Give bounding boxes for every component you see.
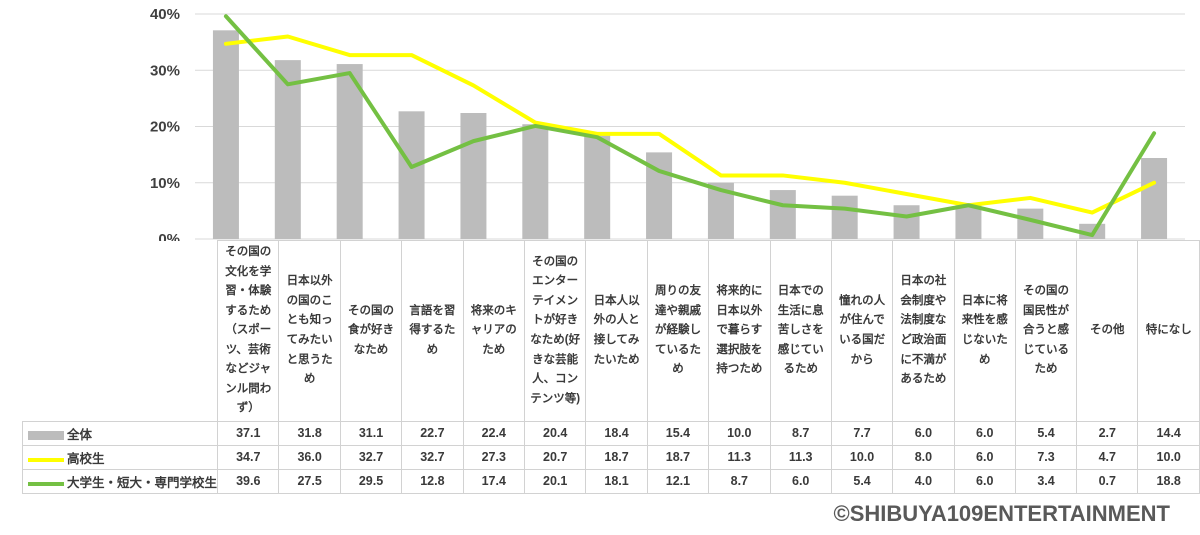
legend-cell: 全体: [21, 420, 219, 446]
category-header: 言語を習得するため: [401, 240, 464, 422]
value-cell: 20.1: [523, 468, 587, 494]
value-cell: 37.1: [217, 420, 280, 446]
category-header: その国の文化を学習・体験するため（スポーツ、芸術などジャンル問わず）: [217, 240, 280, 422]
series-line-highschool: [223, 34, 1157, 215]
category-header: その国の国民性が合うと感じているため: [1014, 240, 1078, 422]
bar-column: [274, 60, 301, 239]
value-cell: 3.4: [1014, 468, 1078, 494]
value-cell: 7.3: [1014, 444, 1078, 470]
category-header: 特になし: [1137, 240, 1200, 422]
category-header: 将来的に日本以外で暮らす選択肢を持つため: [708, 240, 771, 422]
category-header: その国の食が好きなため: [339, 240, 403, 422]
value-cell: 22.4: [462, 420, 525, 446]
legend-cell: 大学生・短大・専門学校生: [21, 468, 219, 494]
value-cell: 8.0: [892, 444, 955, 470]
value-cell: 8.7: [708, 468, 771, 494]
y-axis-tick-label: 10%: [150, 175, 180, 192]
value-cell: 22.7: [401, 420, 464, 446]
value-cell: 0.7: [1076, 468, 1139, 494]
value-cell: 27.5: [278, 468, 341, 494]
y-axis-tick-label: 20%: [150, 119, 180, 136]
value-cell: 6.0: [769, 468, 832, 494]
category-header: 日本以外の国のことも知ってみたいと思うため: [278, 240, 341, 422]
category-header: 日本の社会制度や法制度など政治面に不満があるため: [892, 240, 955, 422]
value-cell: 6.0: [953, 420, 1016, 446]
value-cell: 12.8: [401, 468, 464, 494]
bar-column: [522, 124, 549, 239]
value-cell: 4.7: [1076, 444, 1139, 470]
value-cell: 34.7: [217, 444, 280, 470]
value-cell: 18.7: [646, 444, 710, 470]
category-header: 日本に将来性を感じないため: [953, 240, 1016, 422]
copyright-text: ©SHIBUYA109ENTERTAINMENT: [833, 501, 1171, 526]
value-cell: 17.4: [462, 468, 525, 494]
value-cell: 18.4: [585, 420, 648, 446]
value-cell: 31.1: [339, 420, 403, 446]
value-cell: 18.1: [585, 468, 648, 494]
series-label: 大学生・短大・専門学校生: [67, 475, 218, 490]
value-cell: 8.7: [769, 420, 832, 446]
value-cell: 2.7: [1076, 420, 1139, 446]
value-cell: 11.3: [708, 444, 771, 470]
category-header: その国のエンターテイメントが好きなため(好きな芸能人、コンテンツ等): [523, 240, 587, 422]
bar-column: [1141, 158, 1168, 239]
value-cell: 39.6: [217, 468, 280, 494]
value-cell: 14.4: [1137, 420, 1200, 446]
category-header: 日本人以外の人と接してみたいため: [585, 240, 648, 422]
bar-column: [955, 205, 982, 239]
category-header: その他: [1076, 240, 1139, 422]
category-header: 将来のキャリアのため: [462, 240, 525, 422]
bar-swatch-icon: [28, 431, 64, 441]
value-cell: 6.0: [953, 444, 1016, 470]
table-row: 全体 37.1 31.8 31.1 22.7 22.4 20.4 18.4 15.4 10.0 8.…: [21, 420, 1200, 446]
value-cell: 6.0: [953, 468, 1016, 494]
category-header: 周りの友達や親戚が経験しているため: [646, 240, 710, 422]
line-swatch-icon: [28, 457, 64, 462]
value-cell: 5.4: [830, 468, 894, 494]
value-cell: 27.3: [462, 444, 525, 470]
value-cell: 10.0: [708, 420, 771, 446]
value-cell: 32.7: [339, 444, 403, 470]
value-cell: 15.4: [646, 420, 710, 446]
value-cell: 29.5: [339, 468, 403, 494]
value-cell: 31.8: [278, 420, 341, 446]
bar-column: [212, 30, 239, 239]
value-cell: 20.4: [523, 420, 587, 446]
value-cell: 11.3: [769, 444, 832, 470]
value-cell: 36.0: [278, 444, 341, 470]
bar-column: [584, 135, 611, 239]
value-cell: 10.0: [830, 444, 894, 470]
y-axis-tick-label: 40%: [150, 6, 180, 23]
table-row: 大学生・短大・専門学校生 39.6 27.5 29.5 12.8 17.4 20.1 18.1…: [21, 468, 1200, 494]
value-cell: 10.0: [1137, 444, 1200, 470]
value-cell: 20.7: [523, 444, 587, 470]
y-axis-tick-label: 30%: [150, 62, 180, 79]
table-row: 高校生 34.7 36.0 32.7 32.7 27.3 20.7 18.7 18.7 11.3 1…: [21, 444, 1200, 470]
series-line-university: [223, 14, 1157, 238]
value-cell: 6.0: [892, 420, 955, 446]
bar-column: [893, 205, 920, 239]
bar-column: [398, 111, 425, 239]
line-swatch-icon: [28, 481, 64, 486]
value-cell: 32.7: [401, 444, 464, 470]
value-cell: 12.1: [646, 468, 710, 494]
series-label: 全体: [67, 427, 93, 442]
value-cell: 18.7: [585, 444, 648, 470]
bar-column: [831, 195, 858, 239]
bar-column: [460, 113, 487, 239]
category-header: 憧れの人が住んでいる国だから: [830, 240, 894, 422]
bar-column: [769, 190, 796, 239]
value-cell: 7.7: [830, 420, 894, 446]
value-cell: 4.0: [892, 468, 955, 494]
value-cell: 18.8: [1137, 468, 1200, 494]
bar-column: [336, 64, 363, 239]
category-header: 日本での生活に息苦しさを感じているため: [769, 240, 832, 422]
legend-cell: 高校生: [21, 444, 219, 470]
chart-data-table: その国の文化を学習・体験するため（スポーツ、芸術などジャンル問わず） 日本以外の国…: [21, 240, 1200, 494]
series-label: 高校生: [67, 451, 105, 466]
value-cell: 5.4: [1014, 420, 1078, 446]
table-corner-cell: [22, 240, 218, 422]
